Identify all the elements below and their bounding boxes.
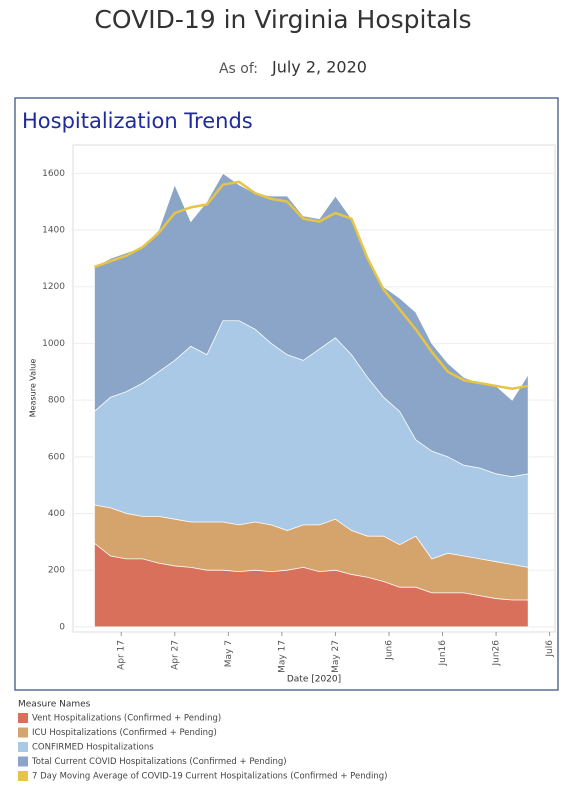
legend-label: CONFIRMED Hospitalizations: [32, 743, 154, 753]
x-tick-label: May 7: [224, 640, 234, 667]
area: [94, 542, 529, 628]
x-tick-label: Jul6: [545, 640, 555, 658]
x-tick-label: Jun26: [492, 640, 502, 667]
y-tick-label: 1000: [42, 339, 65, 349]
x-axis-title: Date [2020]: [287, 675, 341, 685]
legend-label: 7 Day Moving Average of COVID-19 Current…: [32, 772, 387, 782]
x-tick-label: May 27: [331, 640, 341, 673]
y-tick-label: 1200: [42, 282, 65, 292]
y-tick-label: 1400: [42, 226, 65, 236]
y-axis-title: Measure Value: [29, 359, 38, 418]
chart-title: Hospitalization Trends: [22, 109, 253, 133]
legend-swatch: [18, 713, 28, 723]
x-tick-label: Jun6: [384, 640, 394, 661]
legend-label: Vent Hospitalizations (Confirmed + Pendi…: [32, 714, 221, 724]
page-title: COVID-19 in Virginia Hospitals: [94, 5, 471, 34]
x-tick-label: Jun16: [438, 640, 448, 667]
y-tick-label: 200: [48, 566, 65, 576]
y-tick-label: 1600: [42, 169, 65, 179]
legend-swatch: [18, 727, 28, 738]
x-tick-label: Apr 17: [117, 640, 127, 670]
legend-swatch: [18, 756, 28, 767]
legend-label: ICU Hospitalizations (Confirmed + Pendin…: [32, 728, 217, 738]
line: [94, 180, 529, 391]
chart-frame: [14, 97, 559, 691]
as-of-date: July 2, 2020: [271, 58, 367, 77]
legend-label: Total Current COVID Hospitalizations (Co…: [31, 757, 287, 767]
as-of-label: As of:: [219, 61, 258, 77]
x-tick-label: Apr 27: [170, 640, 180, 670]
x-tick-label: May 17: [277, 640, 287, 673]
y-tick-label: 0: [59, 622, 65, 632]
legend-swatch: [18, 771, 28, 781]
y-tick-label: 600: [48, 452, 65, 462]
y-tick-label: 800: [48, 396, 65, 406]
legend-title: Measure Names: [18, 700, 91, 710]
y-tick-label: 400: [48, 509, 65, 519]
legend-swatch: [18, 742, 28, 752]
